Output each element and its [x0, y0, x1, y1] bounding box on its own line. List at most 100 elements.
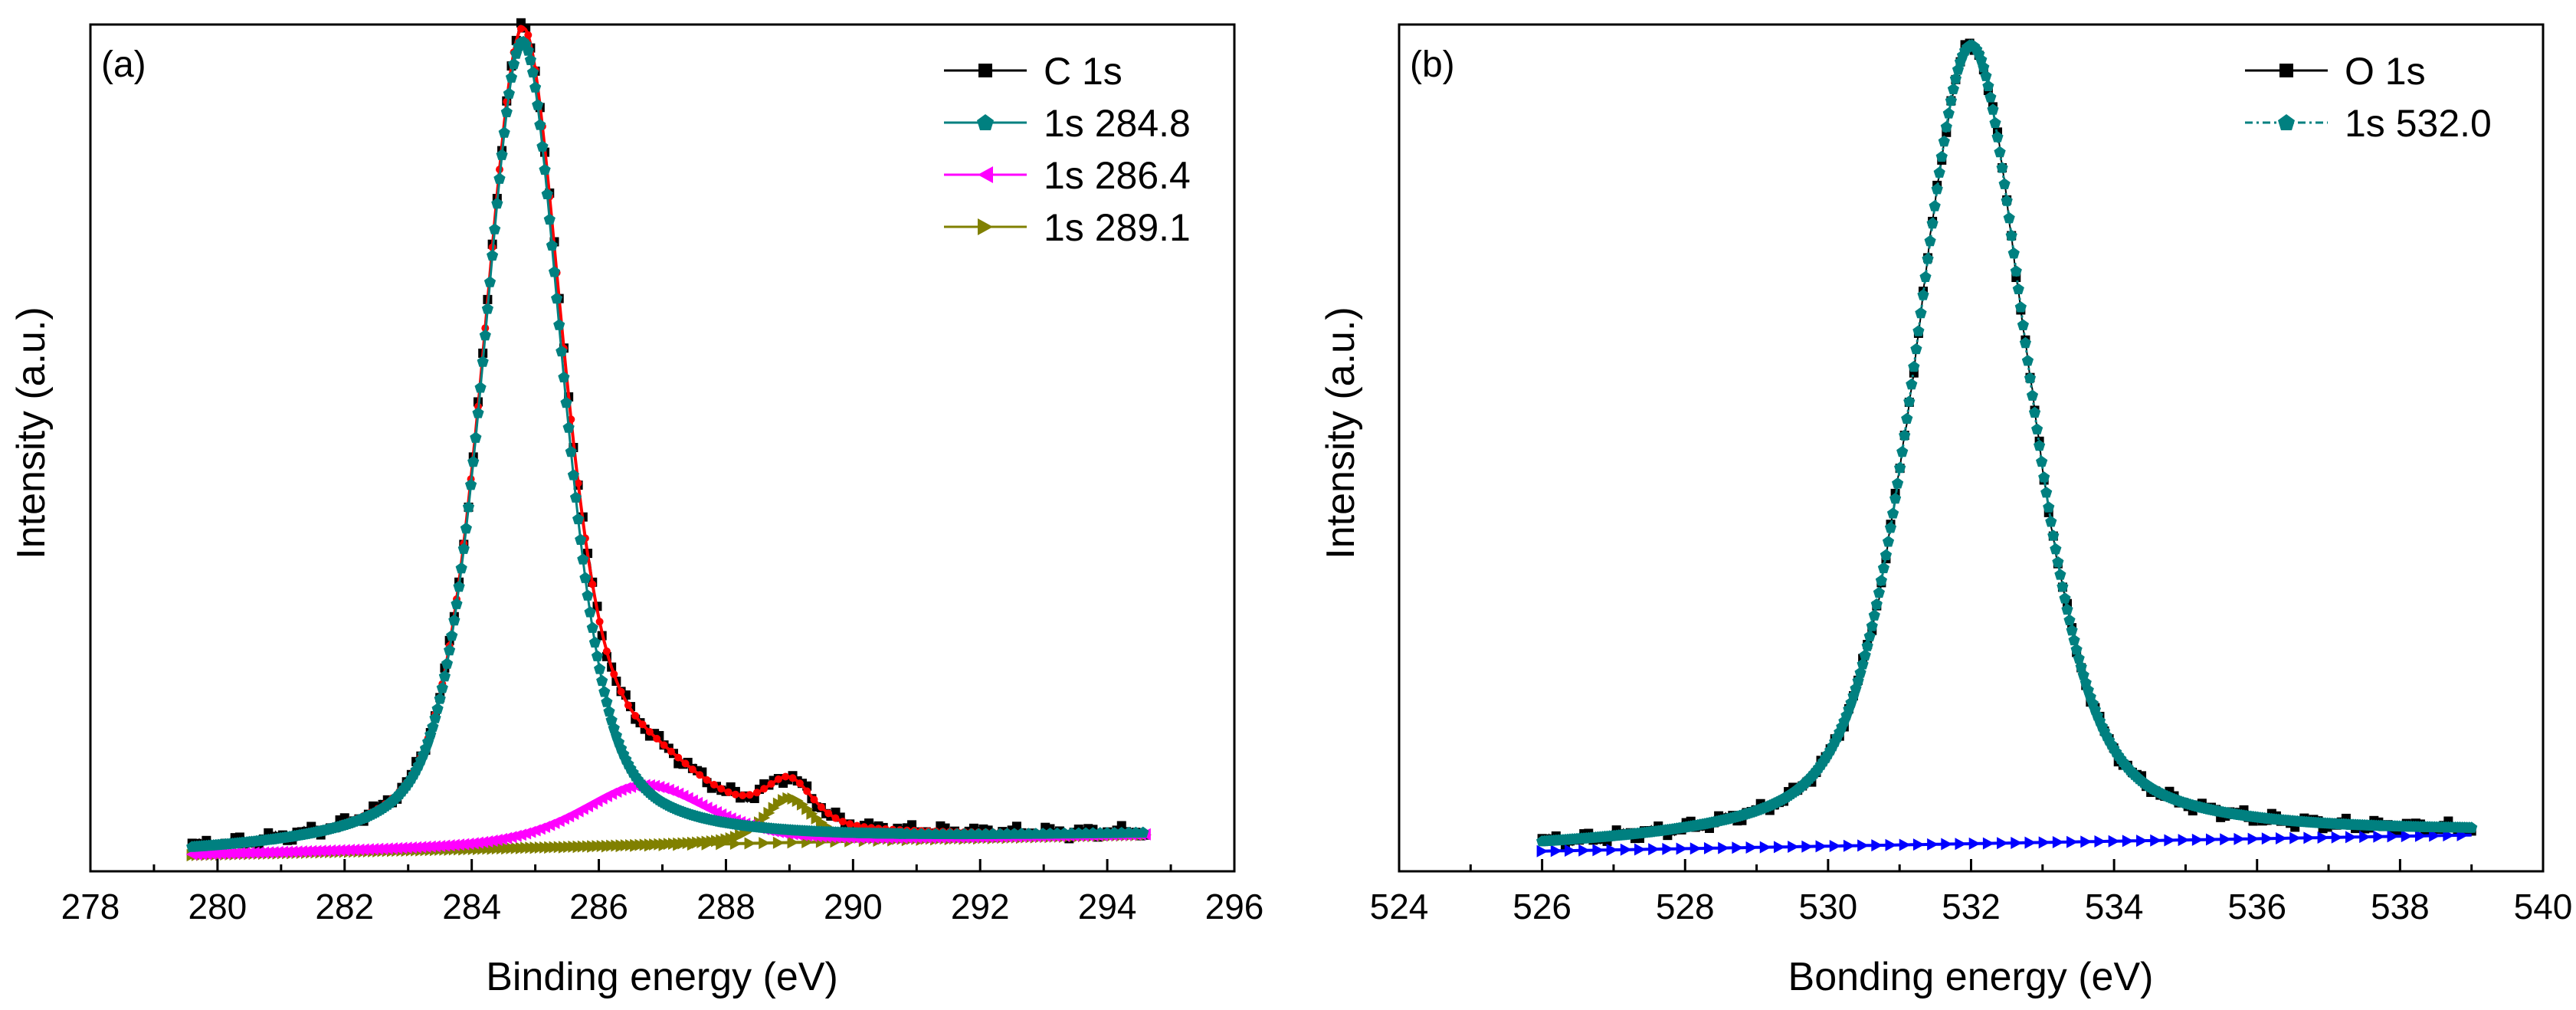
- fit-point: [1933, 166, 1945, 178]
- background-point: [2122, 835, 2134, 848]
- fit-point: [575, 533, 587, 545]
- fit-point: [457, 543, 470, 554]
- background-point: [2289, 831, 2302, 844]
- fit-point: [1917, 289, 1929, 300]
- envelope-point: [588, 580, 597, 589]
- background-point: [2011, 836, 2023, 849]
- background-point: [2401, 830, 2413, 843]
- fit-point: [438, 670, 451, 682]
- fit-point: [2005, 229, 2017, 241]
- fit-point: [546, 239, 558, 251]
- fit-point: [487, 249, 499, 261]
- envelope-point: [667, 747, 675, 756]
- fit-point: [2068, 634, 2080, 646]
- fit-point: [2466, 821, 2478, 833]
- fit-point: [2036, 455, 2048, 467]
- envelope-point: [610, 670, 618, 678]
- fit-point: [1863, 630, 1876, 641]
- envelope-point: [602, 647, 611, 655]
- background-point: [2247, 832, 2260, 845]
- background-point: [2038, 836, 2050, 849]
- background-point: [1759, 841, 1771, 854]
- y-axis-label: Intensity (a.u.): [1319, 307, 1363, 559]
- fit-point: [508, 57, 520, 70]
- background-point: [1689, 842, 1702, 855]
- envelope-point: [624, 701, 632, 710]
- fit-point: [577, 553, 589, 565]
- background-point: [1955, 838, 1967, 851]
- envelope-point: [824, 809, 833, 818]
- x-tick-label: 538: [2371, 887, 2430, 926]
- fit-point: [2045, 516, 2057, 527]
- legend-marker: [977, 114, 994, 130]
- fit-point: [529, 81, 542, 93]
- envelope-point: [831, 814, 840, 822]
- background-point: [1703, 841, 1716, 854]
- x-tick-label: 530: [1799, 887, 1858, 926]
- panel-label: (b): [1410, 44, 1455, 85]
- legend-label: 1s 532.0: [2345, 102, 2492, 145]
- fit-point: [1931, 183, 1943, 195]
- envelope-point: [653, 734, 661, 743]
- fit-point: [472, 407, 484, 418]
- legend: C 1s 1s 284.8 1s 286.4 1s 289.1: [944, 50, 1191, 249]
- background-point: [1997, 837, 2009, 850]
- fit-point: [1994, 146, 2006, 158]
- fit-point: [1935, 150, 1948, 162]
- fit-point: [2047, 530, 2060, 541]
- fit-point: [526, 66, 539, 78]
- background-point: [1676, 842, 1688, 855]
- x-tick-label: 524: [1370, 887, 1429, 926]
- legend-marker: [978, 64, 992, 77]
- y-axis-label: Intensity (a.u.): [9, 307, 54, 559]
- background-point: [2331, 831, 2343, 844]
- background-point: [2164, 834, 2176, 847]
- fit-point: [462, 501, 475, 513]
- fit-point: [1984, 91, 1997, 103]
- x-tick-label: 278: [61, 887, 120, 926]
- fit-point: [2057, 580, 2069, 592]
- plot-frame: [1398, 23, 2545, 873]
- envelope-point: [817, 803, 825, 812]
- fit-point: [429, 712, 441, 723]
- fit-point: [1889, 492, 1902, 504]
- fit-point: [2001, 195, 2013, 206]
- series-peak-532-line: [1542, 44, 2472, 843]
- fit-point: [601, 696, 613, 707]
- legend-entry: O 1s: [2245, 50, 2426, 93]
- fit-point: [2043, 501, 2055, 513]
- fit-point: [572, 513, 585, 525]
- fit-point: [1915, 307, 1927, 319]
- fit-point: [2066, 624, 2078, 636]
- x-tick-label: 534: [2085, 887, 2144, 926]
- fit-point: [582, 589, 594, 601]
- background-point: [1620, 843, 1632, 856]
- fit-point: [1926, 217, 1939, 229]
- background-point: [1718, 841, 1730, 854]
- fit-point: [1892, 477, 1904, 489]
- fit-point: [448, 614, 460, 626]
- background-point: [1941, 838, 1953, 851]
- fit-point: [460, 522, 472, 534]
- fit-point: [2063, 614, 2076, 625]
- curves-layer: [185, 18, 1152, 861]
- fit-point: [467, 455, 480, 467]
- fit-point: [1884, 521, 1897, 533]
- envelope-point: [788, 774, 797, 782]
- fit-point: [479, 329, 491, 341]
- fit-point: [1882, 536, 1895, 547]
- background-point: [787, 836, 799, 849]
- legend-marker: [978, 166, 993, 183]
- x-axis-ticks: 278 280 282 284 286 288 290 292 294 296: [61, 859, 1263, 926]
- fit-point: [2061, 603, 2073, 615]
- background-point: [1550, 844, 1562, 858]
- background-point: [2387, 830, 2399, 843]
- legend-label: 1s 286.4: [1044, 154, 1191, 197]
- fit-point: [541, 188, 553, 199]
- background-point: [2220, 833, 2232, 846]
- envelope-point: [767, 780, 775, 788]
- fit-point: [2026, 389, 2039, 401]
- fit-point: [1906, 378, 1918, 390]
- fit-point: [496, 149, 508, 160]
- fit-point: [455, 562, 467, 574]
